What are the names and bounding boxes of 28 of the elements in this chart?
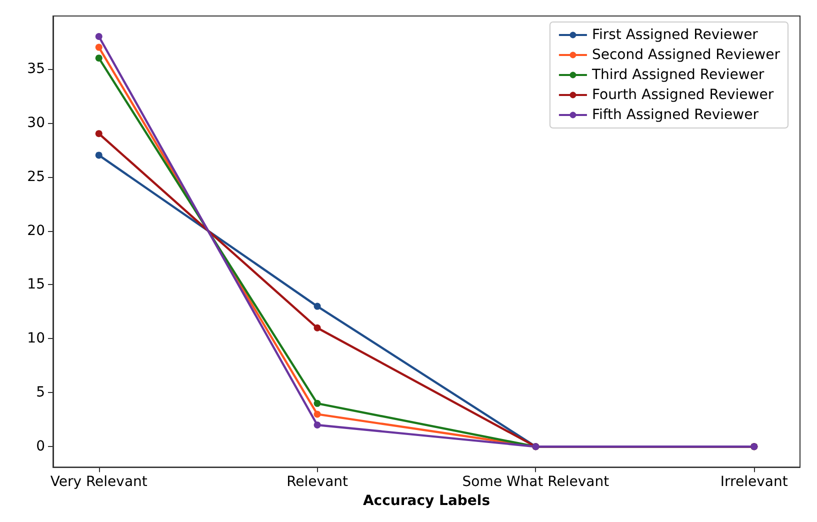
y-tick-label: 5	[36, 384, 45, 401]
x-tick-label: Relevant	[286, 474, 349, 490]
x-tick-label: Irrelevant	[720, 474, 788, 490]
legend-label: First Assigned Reviewer	[592, 27, 758, 43]
x-tick-label: Very Relevant	[50, 474, 148, 490]
legend-label: Fifth Assigned Reviewer	[592, 107, 759, 123]
y-tick-label: 10	[27, 330, 45, 347]
point	[95, 44, 102, 51]
x-axis-title: Accuracy Labels	[362, 493, 490, 509]
legend-label: Fourth Assigned Reviewer	[592, 87, 774, 103]
point	[95, 130, 102, 138]
point	[95, 152, 102, 159]
y-tick-label: 15	[27, 276, 45, 293]
point	[314, 400, 321, 407]
point	[95, 33, 102, 40]
y-tick-label: 30	[27, 114, 45, 131]
point	[314, 302, 321, 310]
point	[314, 410, 321, 418]
y-tick-label: 35	[27, 60, 45, 77]
y-tick-label: 0	[36, 438, 45, 455]
point	[314, 324, 321, 332]
y-tick-label: 25	[27, 168, 45, 185]
point	[314, 422, 321, 429]
legend-label: Second Assigned Reviewer	[592, 47, 780, 63]
legend-label: Third Assigned Reviewer	[590, 67, 764, 83]
y-tick-label: 20	[27, 222, 45, 239]
x-tick-label: Some What Relevant	[462, 474, 610, 490]
point	[95, 54, 102, 62]
